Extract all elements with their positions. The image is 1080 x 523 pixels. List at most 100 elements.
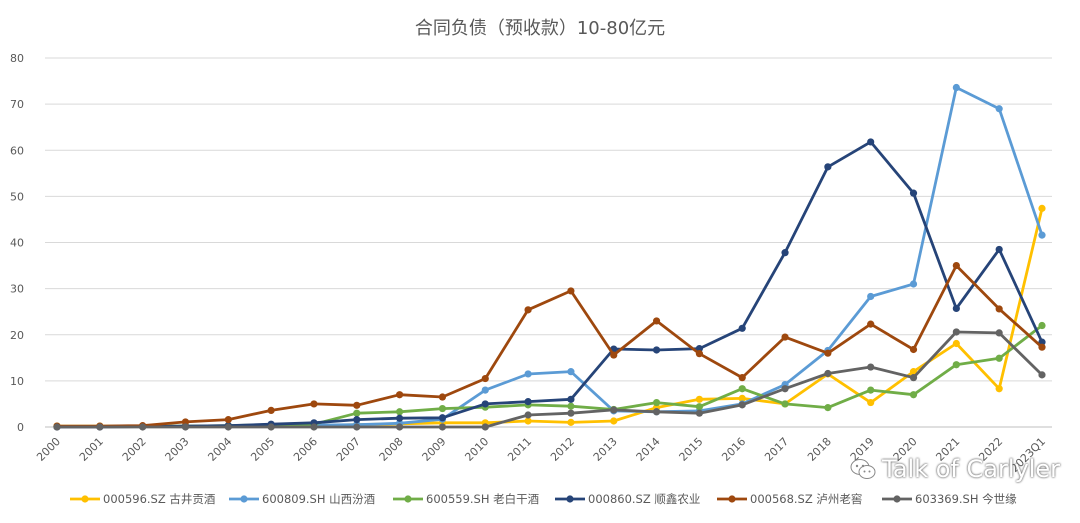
- data-point: [909, 391, 918, 399]
- data-point: [481, 400, 489, 408]
- watermark: Talk of Carlyler: [850, 455, 1060, 483]
- x-tick-label: 2002: [120, 435, 149, 464]
- data-point: [824, 369, 832, 378]
- data-point: [867, 398, 875, 407]
- data-point: [438, 423, 447, 431]
- x-tick-label: 2018: [805, 435, 834, 464]
- legend-marker: [728, 495, 736, 503]
- y-tick-label: 0: [17, 421, 24, 434]
- legend-label: 603369.SH 今世缘: [915, 492, 1017, 506]
- data-point: [952, 261, 960, 270]
- data-point: [481, 386, 489, 394]
- data-point: [695, 395, 703, 403]
- data-point: [524, 417, 532, 425]
- x-tick-label: 2007: [334, 435, 363, 464]
- legend-marker: [240, 495, 248, 503]
- data-point: [438, 393, 447, 401]
- data-point: [695, 344, 703, 353]
- data-point: [995, 354, 1003, 362]
- y-tick-label: 20: [10, 329, 24, 342]
- data-point: [995, 305, 1003, 313]
- legend-label: 000596.SZ 古井贡酒: [103, 492, 215, 506]
- data-point: [524, 411, 532, 419]
- data-point: [952, 339, 960, 348]
- legend-label: 600809.SH 山西汾酒: [262, 492, 375, 506]
- data-point: [1038, 321, 1046, 330]
- data-point: [909, 368, 918, 376]
- data-point: [909, 280, 918, 288]
- y-tick-label: 10: [10, 375, 24, 388]
- data-point: [224, 416, 232, 424]
- y-tick-label: 40: [10, 237, 24, 250]
- data-point: [310, 400, 318, 408]
- data-point: [952, 304, 960, 313]
- legend-marker: [566, 495, 574, 503]
- data-point: [181, 418, 190, 426]
- data-point: [824, 163, 832, 171]
- data-point: [909, 345, 918, 354]
- data-point: [867, 363, 875, 371]
- x-tick-label: 2013: [591, 435, 620, 464]
- data-point: [867, 292, 875, 301]
- data-point: [438, 404, 447, 413]
- data-point: [96, 423, 104, 431]
- legend-marker: [893, 495, 901, 503]
- data-point: [524, 370, 532, 378]
- data-point: [824, 404, 832, 412]
- data-point: [267, 406, 275, 414]
- data-point: [995, 385, 1003, 393]
- data-point: [952, 328, 960, 336]
- data-point: [867, 320, 875, 328]
- x-tick-label: 2014: [634, 435, 663, 464]
- data-point: [524, 306, 532, 314]
- series-3: [53, 138, 1046, 431]
- data-point: [952, 361, 960, 369]
- data-point: [1038, 343, 1046, 351]
- data-point: [909, 374, 918, 382]
- data-point: [567, 402, 575, 410]
- x-tick-label: 2011: [505, 435, 534, 464]
- data-point: [995, 329, 1003, 337]
- x-tick-label: 2005: [248, 435, 277, 464]
- data-point: [53, 423, 61, 431]
- data-point: [781, 333, 789, 341]
- legend-marker: [81, 495, 89, 503]
- y-tick-label: 60: [10, 144, 24, 157]
- data-point: [567, 418, 575, 426]
- data-point: [952, 83, 960, 92]
- data-point: [781, 400, 789, 408]
- wechat-icon: [850, 459, 876, 479]
- data-point: [610, 417, 618, 425]
- data-point: [695, 350, 703, 358]
- legend-label: 000568.SZ 泸州老窖: [750, 492, 862, 506]
- data-point: [995, 245, 1003, 254]
- data-point: [738, 401, 746, 409]
- data-point: [567, 368, 575, 376]
- series-1: [53, 83, 1046, 431]
- x-tick-label: 2000: [34, 435, 63, 464]
- data-point: [610, 351, 618, 359]
- x-tick-label: 2012: [548, 435, 577, 464]
- data-point: [652, 408, 661, 416]
- series-5: [53, 328, 1046, 431]
- data-point: [695, 403, 703, 411]
- data-point: [610, 406, 618, 414]
- legend-marker: [404, 495, 412, 503]
- legend-label: 600559.SH 老白干酒: [426, 492, 539, 506]
- x-tick-label: 2004: [205, 435, 234, 464]
- x-tick-label: 2008: [377, 435, 406, 464]
- x-tick-label: 2015: [677, 435, 706, 464]
- watermark-text: Talk of Carlyler: [882, 455, 1060, 483]
- data-point: [224, 423, 232, 431]
- data-point: [695, 409, 703, 417]
- data-point: [396, 408, 404, 416]
- data-point: [438, 414, 447, 422]
- x-tick-label: 2003: [163, 435, 192, 464]
- data-point: [567, 287, 575, 295]
- data-point: [1038, 371, 1046, 379]
- data-point: [652, 346, 661, 354]
- x-tick-label: 2006: [291, 435, 320, 464]
- data-point: [267, 423, 275, 431]
